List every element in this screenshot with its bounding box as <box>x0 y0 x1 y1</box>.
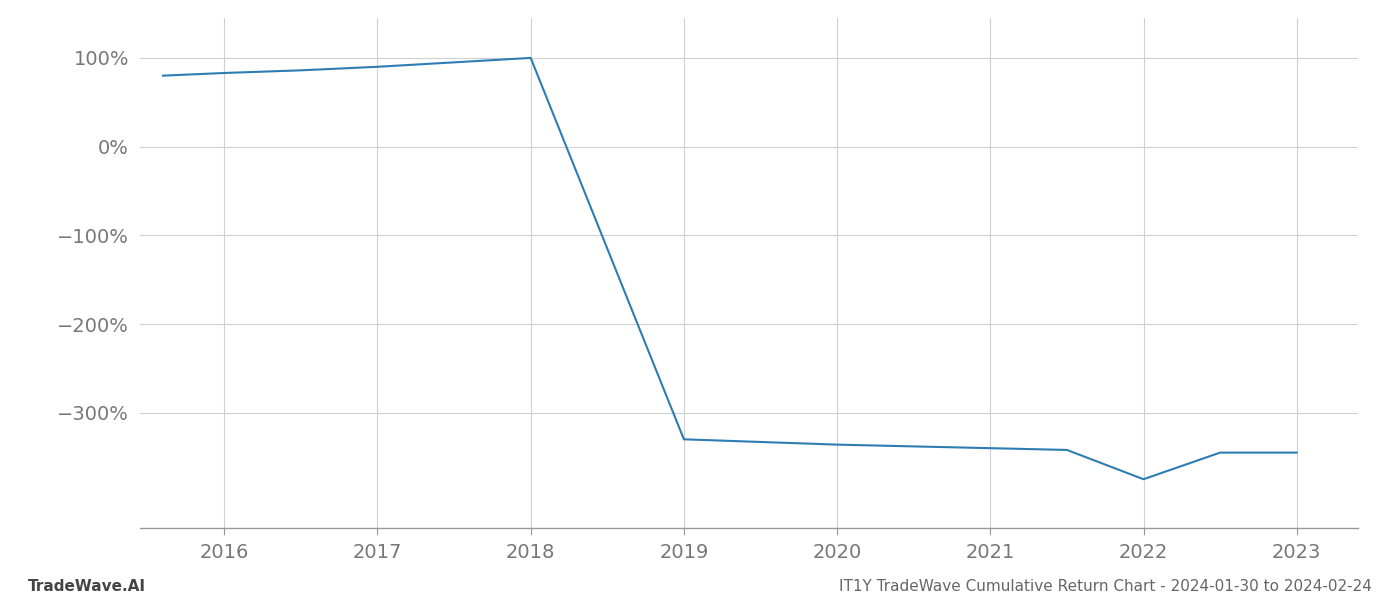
Text: IT1Y TradeWave Cumulative Return Chart - 2024-01-30 to 2024-02-24: IT1Y TradeWave Cumulative Return Chart -… <box>839 579 1372 594</box>
Text: TradeWave.AI: TradeWave.AI <box>28 579 146 594</box>
